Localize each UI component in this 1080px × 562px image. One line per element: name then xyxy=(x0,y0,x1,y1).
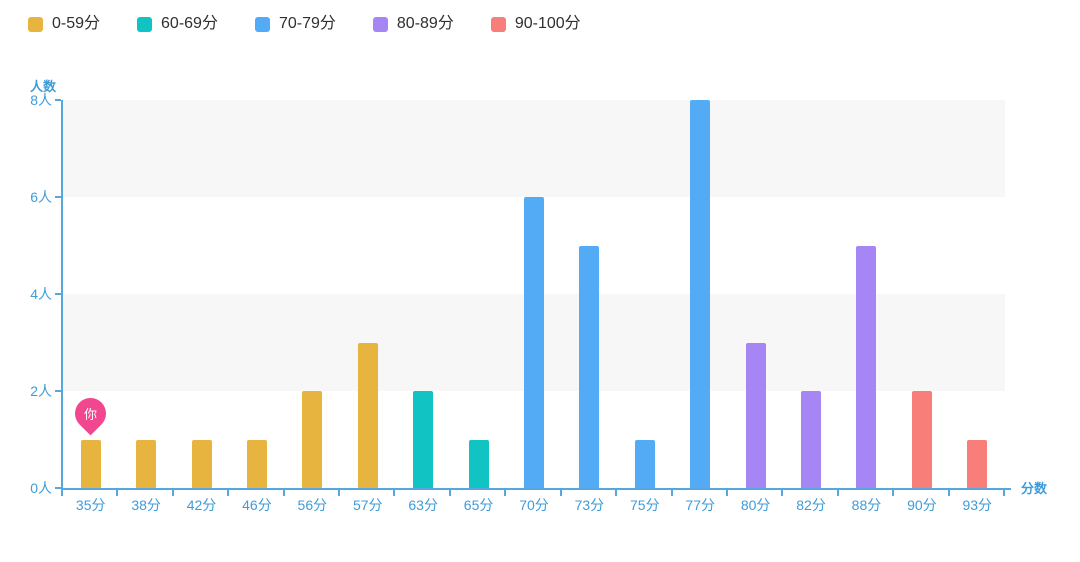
legend-swatch xyxy=(254,16,270,32)
x-axis-tick xyxy=(171,490,174,496)
x-axis-label: 63分 xyxy=(408,497,438,513)
x-axis-label: 65分 xyxy=(463,497,494,513)
y-axis-label: 0人 xyxy=(30,480,52,496)
x-axis-tick xyxy=(393,490,396,496)
y-axis-label: 6人 xyxy=(30,189,52,205)
x-axis-label: 80分 xyxy=(740,497,771,513)
y-axis-tick xyxy=(55,390,61,392)
x-axis-label: 93分 xyxy=(962,497,993,513)
y-axis-line xyxy=(61,100,63,490)
x-axis-label: 56分 xyxy=(297,497,328,513)
legend-label: 70-79分 xyxy=(278,15,336,32)
x-axis-tick xyxy=(725,490,728,496)
bar-35分[interactable] xyxy=(80,439,101,488)
x-axis-tick xyxy=(1003,490,1005,496)
x-axis-label: 38分 xyxy=(131,497,161,513)
x-axis-tick xyxy=(615,490,618,496)
legend-label: 90-100分 xyxy=(514,15,581,32)
pin-icon: 你 xyxy=(68,391,113,435)
legend-label: 0-59分 xyxy=(52,15,101,32)
bar-57分[interactable] xyxy=(357,342,378,488)
legend-item-70-79分[interactable]: 70-79分 xyxy=(254,15,336,32)
legend-swatch xyxy=(137,16,153,32)
x-axis-label: 35分 xyxy=(75,497,106,513)
x-axis-tick xyxy=(282,490,285,496)
you-marker-pin: 你 xyxy=(68,391,113,437)
legend-item-80-89分[interactable]: 80-89分 xyxy=(372,15,454,32)
y-axis-label: 2人 xyxy=(30,383,52,399)
x-axis-tick xyxy=(836,490,839,496)
y-axis-tick xyxy=(55,99,61,101)
bar-46分[interactable] xyxy=(246,439,267,488)
x-axis-tick xyxy=(504,490,507,496)
x-axis-title: 分数 xyxy=(1021,481,1048,496)
legend-swatch xyxy=(490,16,506,32)
x-axis-tick xyxy=(559,490,562,496)
x-axis-label: 88分 xyxy=(851,497,882,513)
legend-item-90-100分[interactable]: 90-100分 xyxy=(490,15,581,32)
legend-swatch xyxy=(372,16,388,32)
x-axis-label: 46分 xyxy=(242,497,272,513)
x-axis-label: 77分 xyxy=(685,497,715,513)
x-axis-label: 90分 xyxy=(907,497,937,513)
y-axis-tick xyxy=(55,196,61,198)
x-axis-tick xyxy=(116,490,119,496)
y-axis-tick xyxy=(55,487,61,489)
y-axis-label: 4人 xyxy=(30,286,52,302)
bar-77分[interactable] xyxy=(690,100,711,488)
plot-area xyxy=(63,100,1005,488)
x-axis-label: 57分 xyxy=(352,497,383,513)
bar-42分[interactable] xyxy=(191,439,212,488)
x-axis-tick xyxy=(338,490,341,496)
x-axis-tick xyxy=(892,490,895,496)
x-axis-label: 42分 xyxy=(186,497,217,513)
x-axis-tick xyxy=(781,490,784,496)
bar-73分[interactable] xyxy=(579,245,600,488)
x-axis-tick xyxy=(227,490,230,496)
pin-label: 你 xyxy=(84,406,98,422)
bar-82分[interactable] xyxy=(801,391,822,488)
y-axis-label: 8人 xyxy=(30,92,52,108)
legend-item-0-59分[interactable]: 0-59分 xyxy=(28,16,100,32)
bar-38分[interactable] xyxy=(136,439,157,488)
bar-88分[interactable] xyxy=(856,245,877,488)
x-axis-label: 75分 xyxy=(630,497,660,513)
bar-90分[interactable] xyxy=(911,391,932,488)
bar-93分[interactable] xyxy=(967,439,988,488)
x-axis-tick xyxy=(61,490,63,496)
legend-label: 80-89分 xyxy=(396,15,454,32)
bar-80分[interactable] xyxy=(745,342,766,488)
x-axis-label: 73分 xyxy=(574,497,605,513)
bar-65分[interactable] xyxy=(468,439,489,488)
x-axis-label: 82分 xyxy=(796,497,826,513)
x-axis-tick xyxy=(670,490,673,496)
legend-item-60-69分[interactable]: 60-69分 xyxy=(137,16,218,32)
x-axis-label: 70分 xyxy=(519,497,549,513)
y-axis-tick xyxy=(55,293,61,295)
legend: 0-59分 60-69分 70-79分 80-89分 90-100分 xyxy=(28,16,581,32)
bar-56分[interactable] xyxy=(302,391,323,488)
bar-75分[interactable] xyxy=(634,439,655,488)
x-axis-line xyxy=(61,488,1011,490)
bar-70分[interactable] xyxy=(524,197,544,488)
legend-swatch xyxy=(28,16,43,32)
legend-label: 60-69分 xyxy=(161,15,218,32)
x-axis-tick xyxy=(448,490,451,496)
x-axis-tick xyxy=(947,490,950,496)
bar-63分[interactable] xyxy=(413,391,434,488)
y-axis-title: 人数 xyxy=(30,79,57,94)
